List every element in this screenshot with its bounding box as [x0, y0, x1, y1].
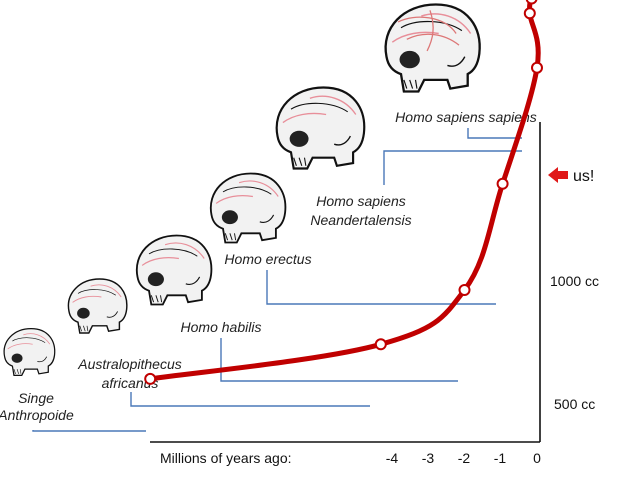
skull-sapiens-icon: [384, 3, 481, 93]
x-tick-label: -1: [494, 450, 507, 466]
y-tick-label-1000: 1000 cc: [550, 273, 599, 289]
brain-volume-curve: [147, 0, 541, 382]
data-point-singe: [144, 372, 157, 385]
label-habilis: Homo habilis: [181, 319, 262, 335]
connector-erectus: [266, 270, 496, 305]
skull-habilis-icon: [135, 234, 213, 306]
data-point-sapiens: [525, 0, 538, 5]
data-point-australopithecus: [374, 338, 387, 351]
x-axis-label: Millions of years ago:: [160, 450, 292, 466]
skull-singe-icon: [3, 327, 56, 377]
label-australopithecus-line1: Australopithecus: [77, 356, 182, 372]
skull-australopithecus-icon: [67, 278, 128, 334]
connector-singe: [32, 430, 146, 432]
skull-erectus-icon: [209, 172, 287, 244]
data-point-erectus: [496, 177, 509, 190]
data-point-habilis: [458, 284, 471, 296]
label-singe-line1: Singe: [18, 390, 54, 406]
us-marker: us!: [548, 167, 594, 185]
connector-sapiens: [467, 128, 522, 139]
x-tick-label: -3: [422, 450, 435, 466]
x-tick-labels: -4 -3 -2 -1 0: [386, 450, 541, 466]
data-point-neandertal: [523, 7, 536, 20]
label-sapiens: Homo sapiens sapiens: [395, 109, 537, 125]
y-tick-label-500: 500 cc: [554, 396, 595, 412]
label-neandertal-line2: Neandertalensis: [310, 212, 411, 228]
arrow-left-icon: [548, 167, 568, 183]
connector-habilis: [220, 338, 458, 382]
connector-neandertal: [383, 150, 522, 185]
us-label: us!: [573, 168, 594, 185]
species-labels: Singe Anthropoide Australopithecus afric…: [0, 109, 537, 423]
x-tick-label: -2: [458, 450, 471, 466]
x-tick-label: 0: [533, 450, 541, 466]
connector-australopithecus: [130, 392, 370, 407]
connector-lines: [32, 128, 522, 432]
data-points: [144, 0, 543, 385]
data-point-us: [531, 61, 543, 74]
label-erectus: Homo erectus: [224, 251, 311, 267]
x-tick-label: -4: [386, 450, 399, 466]
skull-neandertal-icon: [275, 86, 366, 170]
label-singe-line2: Anthropoide: [0, 407, 74, 423]
label-neandertal-line1: Homo sapiens: [316, 193, 406, 209]
